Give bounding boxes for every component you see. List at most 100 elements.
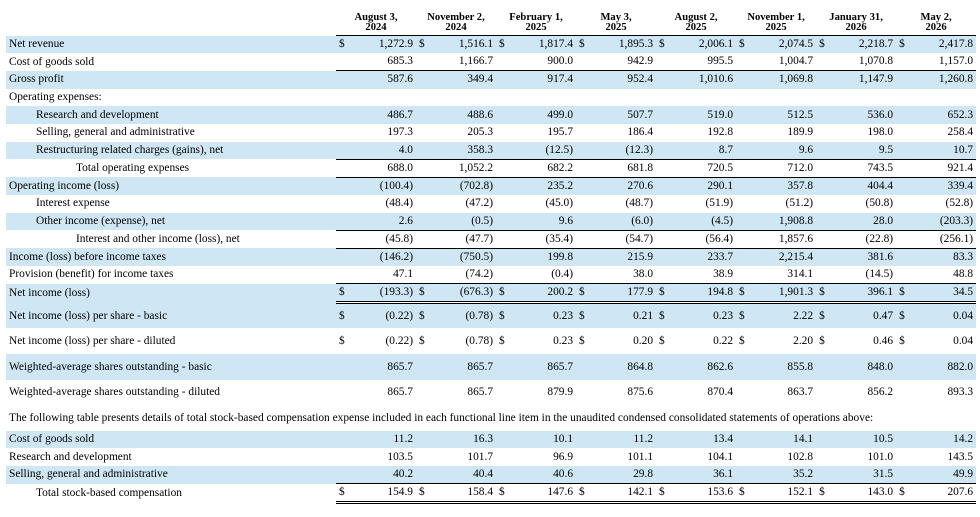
cell-value: 875.6 — [627, 386, 654, 399]
currency-symbol — [336, 177, 350, 195]
table-row: Gross profit 587.6 349.4 917.4 952.4 1,010.6 1… — [6, 70, 977, 89]
currency-symbol — [336, 248, 350, 267]
cell-value: 10.5 — [830, 430, 897, 449]
table-row: Restructuring related charges (gains), n… — [6, 141, 977, 160]
currency-symbol — [416, 230, 431, 249]
currency-symbol: $ — [336, 302, 350, 329]
row-label: Interest and other income (loss), net — [76, 232, 240, 245]
currency-symbol — [576, 177, 591, 195]
cell-value: 31.5 — [830, 466, 897, 485]
statement-body: Net revenue $1,272.9 $1,516.1 $1,817.4 $1,89… — [6, 35, 977, 505]
table-row: Net revenue $1,272.9 $1,516.1 $1,817.4 $1,89… — [6, 35, 977, 54]
cell-value: 13.4 — [670, 430, 737, 449]
cell-value: (56.4) — [670, 230, 737, 249]
row-label: Cost of goods sold — [6, 430, 336, 449]
cell-value: 349.4 — [430, 70, 497, 89]
cell-value: 519.0 — [670, 106, 737, 124]
row-label: Cost of goods sold — [9, 55, 95, 68]
cell-value: 49.9 — [910, 466, 977, 485]
currency-symbol — [416, 106, 431, 124]
row-label: Income (loss) before income taxes — [6, 248, 336, 267]
currency-symbol: $ — [816, 35, 831, 54]
cell-value: 2,215.4 — [750, 248, 817, 267]
currency-symbol — [816, 248, 831, 267]
currency-symbol: $ — [896, 283, 911, 305]
row-label: Net income (loss) per share - basic — [6, 302, 336, 329]
cell-value: 9.6 — [750, 141, 817, 160]
cell-value: (45.8) — [350, 230, 417, 249]
currency-symbol — [416, 466, 431, 485]
currency-symbol — [896, 89, 910, 107]
currency-symbol — [336, 106, 350, 124]
currency-symbol — [576, 70, 591, 89]
currency-symbol: $ — [576, 302, 591, 329]
currency-symbol — [416, 177, 431, 195]
currency-symbol — [576, 380, 590, 406]
currency-symbol: $ — [496, 483, 511, 505]
currency-symbol: $ — [736, 283, 751, 305]
row-label: Net income (loss) per share - diluted — [9, 335, 176, 348]
cell-value: 1,010.6 — [670, 70, 737, 89]
currency-symbol — [496, 466, 511, 485]
currency-symbol — [576, 141, 591, 160]
cell-value: 720.5 — [670, 159, 737, 178]
currency-symbol — [896, 230, 911, 249]
currency-symbol — [736, 70, 751, 89]
currency-symbol: $ — [419, 335, 425, 348]
currency-symbol — [896, 353, 911, 380]
cell-value: 10.1 — [510, 430, 577, 449]
row-label: Weighted-average shares outstanding - ba… — [6, 353, 336, 380]
currency-symbol: $ — [576, 35, 591, 54]
cell-value: 404.4 — [830, 177, 897, 195]
currency-symbol — [496, 159, 511, 178]
currency-symbol — [816, 177, 831, 195]
cell-value: 652.3 — [910, 106, 977, 124]
cell-value: 2,218.7 — [830, 35, 897, 54]
currency-symbol: $ — [896, 302, 911, 329]
column-header-line1: November 1, — [747, 12, 805, 23]
table-row: Cost of goods sold 685.3 1,166.7 900.0 942.9… — [6, 53, 977, 72]
currency-symbol: $ — [336, 483, 350, 505]
cell-value: 195.7 — [547, 126, 574, 139]
currency-symbol — [896, 212, 911, 231]
cell-value: 0.20 — [633, 335, 654, 348]
cell-value: 855.8 — [750, 353, 817, 380]
cell-value: 893.3 — [947, 386, 974, 399]
column-header-line2: 2026 — [845, 22, 867, 33]
currency-symbol — [896, 266, 911, 285]
currency-symbol — [576, 212, 591, 231]
row-label: Other income (expense), net — [6, 212, 336, 231]
cell-value: 36.1 — [670, 466, 737, 485]
currency-symbol — [816, 266, 831, 285]
currency-symbol — [816, 430, 831, 449]
currency-symbol — [656, 159, 671, 178]
note-row: The following table presents details of … — [6, 405, 976, 431]
cell-value: 587.6 — [350, 70, 417, 89]
currency-symbol — [496, 248, 511, 267]
cell-value: (45.0) — [545, 197, 574, 210]
cell-value: (51.2) — [785, 197, 814, 210]
row-label: Net income (loss) — [6, 283, 336, 303]
cell-value: 863.7 — [787, 386, 814, 399]
currency-symbol — [816, 353, 831, 380]
column-header-line1: August 3, — [354, 12, 398, 23]
currency-symbol — [896, 248, 911, 267]
cell-value: (12.3) — [590, 141, 657, 160]
currency-symbol — [736, 380, 750, 406]
currency-symbol — [496, 70, 511, 89]
cell-value: 102.8 — [787, 450, 814, 463]
cell-value: 34.5 — [910, 283, 977, 305]
currency-symbol — [576, 353, 591, 380]
cell-value: 104.1 — [707, 450, 734, 463]
cell-value: 101.7 — [467, 450, 494, 463]
cell-value: (35.4) — [510, 230, 577, 249]
table-row: Total operating expenses 688.0 1,052.2 682.… — [6, 159, 977, 178]
row-label: Interest expense — [36, 197, 110, 210]
currency-symbol: $ — [416, 483, 431, 505]
column-header-line2: 2025 — [765, 22, 787, 33]
currency-symbol — [736, 353, 751, 380]
cell-value: (0.5) — [430, 212, 497, 231]
currency-symbol: $ — [816, 302, 831, 329]
table-row: Net income (loss) $ (193.3) $ (676.3) $200.2 $… — [6, 283, 977, 305]
table-row: Income (loss) before income taxes (146.2)… — [6, 248, 977, 267]
